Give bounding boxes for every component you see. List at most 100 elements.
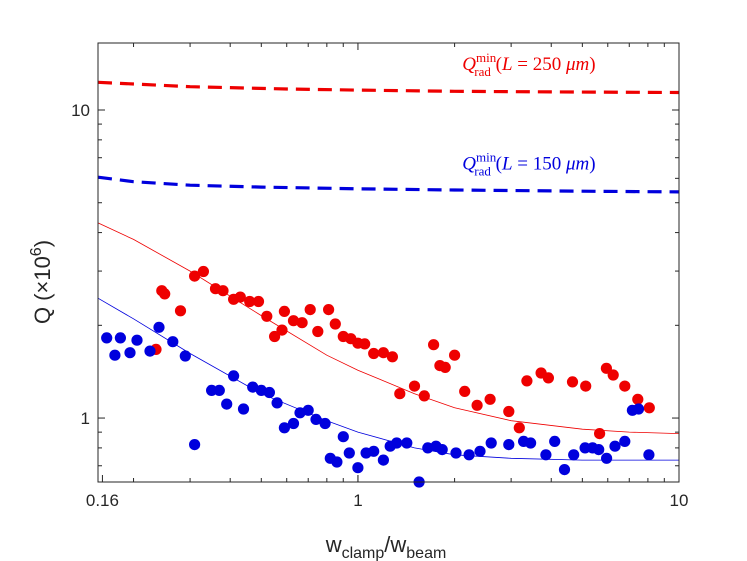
red-data-point <box>394 388 406 400</box>
blue-fit-line <box>97 297 679 461</box>
red-data-point <box>471 399 483 411</box>
blue-dashed-limit-line <box>97 175 680 194</box>
red-data-point <box>542 372 555 384</box>
blue-data-point <box>463 449 475 461</box>
blue-data-point <box>503 439 515 451</box>
blue-data-point <box>101 332 113 344</box>
blue-data-point <box>167 336 179 348</box>
tick-labels-layer: 0.16 1 10 1 10 <box>71 101 688 510</box>
red-data-point <box>276 324 288 336</box>
blue-data-point <box>337 431 349 443</box>
red-data-point <box>323 304 335 316</box>
red-data-point <box>189 270 201 282</box>
red-data-point <box>418 390 430 402</box>
blue-data-point <box>474 445 486 457</box>
x-tick-label: 0.16 <box>86 491 119 510</box>
blue-data-point <box>540 449 552 461</box>
red-data-point <box>261 310 273 322</box>
blue-data-point <box>179 350 191 362</box>
blue-data-point <box>619 435 631 447</box>
blue-data-point <box>302 404 314 416</box>
y-tick-label: 1 <box>81 409 90 428</box>
red-data-point <box>439 361 451 373</box>
red-data-point <box>269 330 281 343</box>
red-data-point <box>566 376 579 388</box>
red-data-point <box>312 325 324 338</box>
blue-data-point <box>131 334 143 346</box>
blue-data-point <box>568 449 580 461</box>
blue-data-point <box>221 398 233 410</box>
blue-data-point <box>213 384 225 396</box>
red-data-point <box>513 422 525 434</box>
annotation-blue: Qmin rad (L = 150 μm) <box>462 150 595 179</box>
x-tick-label: 10 <box>670 491 689 510</box>
blue-data-point <box>352 462 364 474</box>
red-data-point <box>368 347 380 360</box>
red-data-point <box>408 380 421 392</box>
blue-data-point <box>343 447 355 459</box>
blue-data-point <box>593 444 605 456</box>
blue-data-point <box>609 440 621 452</box>
red-data-point <box>359 338 371 350</box>
red-data-point <box>287 315 300 327</box>
red-data-point <box>244 295 256 308</box>
red-data-point <box>174 305 187 317</box>
red-data-point <box>197 265 209 278</box>
red-data-point <box>278 305 290 317</box>
red-data-point <box>377 347 389 359</box>
points-layer <box>101 265 655 488</box>
ticks-layer <box>98 43 680 482</box>
blue-data-point <box>287 417 300 430</box>
blue-data-point <box>377 454 389 466</box>
red-data-point <box>234 291 246 303</box>
y-axis-label: Q (×106) <box>28 240 55 324</box>
blue-data-point <box>124 347 136 359</box>
blue-data-point <box>401 437 413 449</box>
blue-data-point <box>206 384 218 396</box>
blue-data-point <box>114 332 126 344</box>
red-data-point <box>217 285 229 297</box>
annotations-layer: Qmin rad (L = 250 μm) Qmin rad (L = 150 μm… <box>462 50 595 179</box>
annotation-red: Qmin rad (L = 250 μm) <box>462 50 595 79</box>
plot-frame <box>97 42 680 483</box>
blue-data-point <box>263 386 275 399</box>
blue-data-point <box>271 397 283 409</box>
y-tick-label: 10 <box>71 101 90 120</box>
blue-data-point <box>331 456 343 468</box>
red-data-point <box>386 351 398 363</box>
red-data-point <box>594 428 606 440</box>
blue-data-point <box>368 445 380 457</box>
red-data-point <box>304 304 316 316</box>
blue-data-point <box>109 349 121 361</box>
x-tick-label: 1 <box>353 491 362 510</box>
red-data-point <box>619 380 631 392</box>
blue-data-point <box>310 413 322 425</box>
red-data-point <box>159 288 171 300</box>
blue-data-point <box>237 403 250 415</box>
blue-data-point <box>189 439 201 451</box>
blue-data-point <box>278 422 290 434</box>
red-data-point <box>503 405 515 418</box>
red-data-point <box>428 339 440 351</box>
red-data-point <box>484 393 496 405</box>
red-data-point <box>449 349 461 361</box>
blue-data-point <box>485 437 497 449</box>
blue-data-point <box>643 449 655 461</box>
blue-data-point <box>549 435 561 447</box>
red-dashed-limit-line <box>97 80 680 95</box>
blue-data-point <box>601 452 613 464</box>
blue-data-point <box>525 437 537 449</box>
red-data-point <box>521 375 533 387</box>
x-axis-label: wclamp/wbeam <box>325 532 447 561</box>
blue-data-point <box>632 403 645 415</box>
red-data-point <box>252 295 265 308</box>
red-fit-line <box>97 222 680 434</box>
blue-data-point <box>391 437 403 449</box>
blue-data-point <box>436 444 448 456</box>
blue-data-point <box>450 447 462 459</box>
red-data-point <box>643 402 655 414</box>
blue-data-point <box>153 321 165 333</box>
blue-data-point <box>228 370 240 382</box>
red-data-point <box>296 317 308 329</box>
